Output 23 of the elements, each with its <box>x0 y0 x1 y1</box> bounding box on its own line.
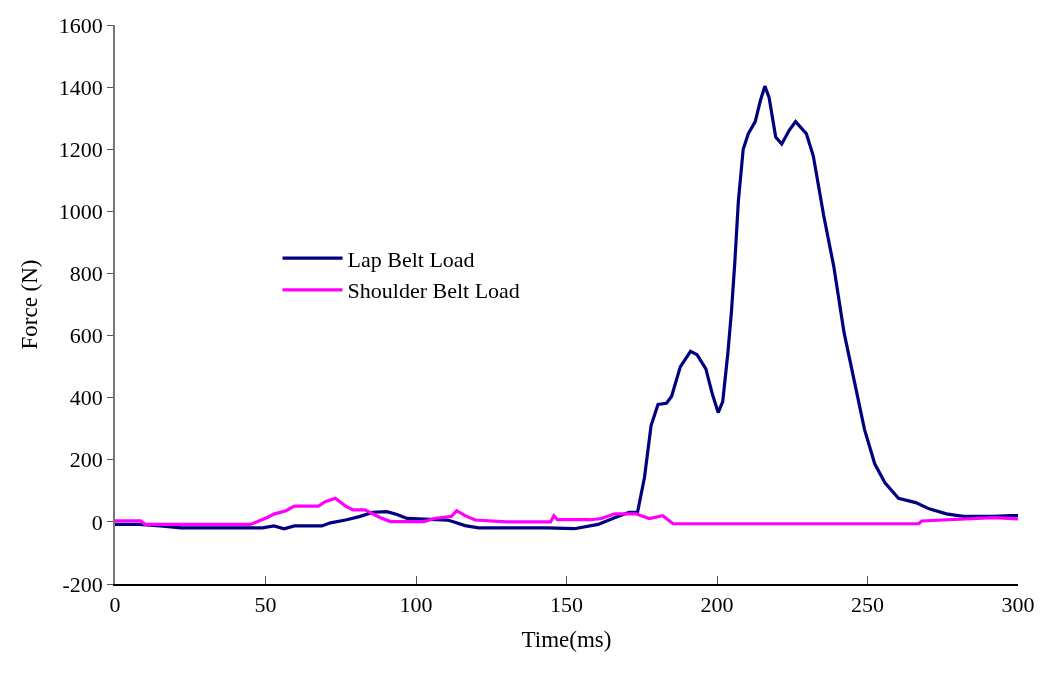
x-tick-label: 100 <box>399 592 433 618</box>
legend-label: Lap Belt Load <box>347 246 475 272</box>
x-tick-label: 0 <box>109 592 121 618</box>
y-axis-title: Force (N) <box>16 259 42 350</box>
y-tick-label: 1000 <box>58 199 103 225</box>
x-tick-label: 150 <box>550 592 583 618</box>
y-tick-label: 800 <box>69 261 103 287</box>
x-tick-label: 50 <box>254 592 277 618</box>
y-tick-label: 1400 <box>58 74 103 100</box>
y-tick-label: 600 <box>69 323 103 349</box>
y-tick-label: 1200 <box>58 136 103 162</box>
line-series <box>115 496 1018 526</box>
y-tick-label: 1600 <box>58 12 103 38</box>
y-tick-label: -200 <box>62 571 103 597</box>
line-series <box>115 84 1018 531</box>
y-tick-label: 400 <box>69 385 103 411</box>
legend-label: Shoulder Belt Load <box>347 278 520 304</box>
x-tick-label: 300 <box>1001 592 1035 618</box>
x-tick-label: 200 <box>700 592 734 618</box>
y-tick-label: 200 <box>69 447 103 473</box>
x-tick-label: 250 <box>851 592 884 618</box>
y-tick-label: 0 <box>91 509 103 535</box>
x-axis-title: Time(ms) <box>521 627 612 653</box>
